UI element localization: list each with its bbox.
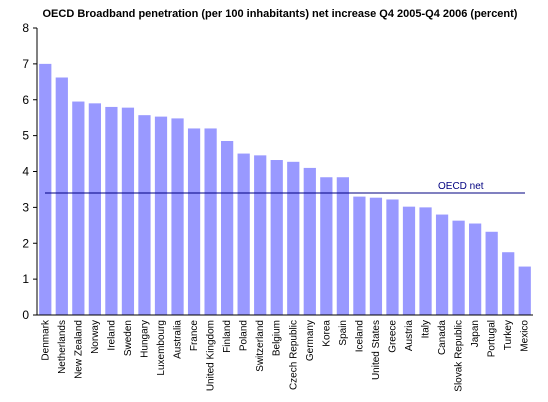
bar-sweden — [121, 107, 135, 315]
bar-canada — [435, 214, 449, 315]
bar-poland — [237, 153, 250, 315]
y-tick-label: 2 — [22, 236, 29, 250]
bar-turkey — [502, 252, 515, 315]
x-category-label: Germany — [305, 320, 316, 361]
bar-korea — [320, 177, 333, 315]
x-category-label: Turkey — [503, 320, 514, 350]
reference-line-group: OECD net — [45, 181, 525, 194]
y-tick-label: 5 — [22, 129, 29, 143]
bar-finland — [221, 141, 234, 315]
bar-belgium — [270, 160, 283, 315]
x-category-label: Japan — [470, 320, 481, 347]
bar-ireland — [105, 106, 118, 315]
x-category-label: Canada — [437, 320, 448, 355]
x-axis: Denmark Netherlands New Zealand Norway Irela… — [37, 314, 533, 392]
bar-united-kingdom — [204, 128, 217, 315]
bar-japan — [469, 223, 482, 315]
x-category-label: Sweden — [123, 320, 134, 356]
bar-italy — [419, 207, 432, 315]
y-tick-label: 6 — [22, 93, 29, 107]
bar-australia — [171, 118, 184, 315]
x-category-label: France — [189, 320, 200, 352]
x-category-label: Spain — [338, 320, 349, 346]
x-category-label: Norway — [90, 320, 101, 354]
y-tick-label: 4 — [22, 165, 29, 179]
bar-iceland — [353, 196, 366, 315]
y-tick-label: 3 — [22, 200, 29, 214]
x-category-label: Luxembourg — [156, 320, 167, 376]
oecd-net-label: OECD net — [438, 181, 484, 192]
x-category-label: Portugal — [487, 320, 498, 357]
x-category-label: Belgium — [272, 320, 283, 356]
x-category-label: Austria — [404, 320, 415, 352]
x-category-label: Mexico — [520, 320, 531, 352]
x-category-label: United Kingdom — [206, 320, 217, 391]
bar-denmark — [39, 63, 52, 315]
x-category-label: Denmark — [40, 319, 51, 361]
x-category-label: Greece — [387, 320, 398, 353]
bars — [39, 63, 531, 316]
bar-austria — [402, 206, 416, 315]
bar-germany — [303, 167, 316, 315]
y-tick-label: 8 — [22, 21, 29, 35]
x-category-label: Switzerland — [255, 320, 266, 372]
bar-greece — [386, 199, 399, 315]
x-category-label: Czech Republic — [288, 320, 299, 390]
y-tick-label: 0 — [22, 308, 29, 322]
y-tick-label: 1 — [22, 272, 29, 286]
x-category-label: Australia — [173, 320, 184, 359]
y-tick-label: 7 — [22, 57, 29, 71]
bar-hungary — [138, 115, 151, 316]
bar-switzerland — [254, 155, 267, 315]
x-category-label: United States — [371, 320, 382, 380]
x-category-label: Iceland — [354, 320, 365, 352]
x-category-label: Ireland — [106, 320, 117, 351]
x-category-label: Poland — [239, 320, 250, 351]
bar-luxembourg — [154, 116, 168, 315]
bar-portugal — [485, 231, 498, 315]
x-category-label: New Zealand — [73, 320, 84, 379]
x-category-label: Slovak Republic — [454, 320, 465, 392]
bar-united-states — [369, 197, 383, 315]
x-category-label: Korea — [321, 320, 332, 347]
bar-czech-republic — [287, 161, 300, 315]
bar-netherlands — [55, 77, 68, 315]
bar-spain — [336, 177, 349, 315]
x-category-label: Netherlands — [57, 320, 68, 374]
y-axis: 0 1 2 3 4 5 6 7 8 — [22, 21, 38, 322]
chart-title: OECD Broadband penetration (per 100 inha… — [42, 8, 518, 20]
x-category-label: Italy — [421, 320, 432, 338]
bar-norway — [88, 103, 101, 316]
bar-slovak-republic — [452, 220, 465, 315]
x-category-label: Hungary — [139, 320, 150, 358]
x-category-label: Finland — [222, 320, 233, 353]
bar-france — [187, 128, 201, 315]
bar-new-zealand — [72, 101, 85, 315]
bar-mexico — [518, 266, 531, 315]
